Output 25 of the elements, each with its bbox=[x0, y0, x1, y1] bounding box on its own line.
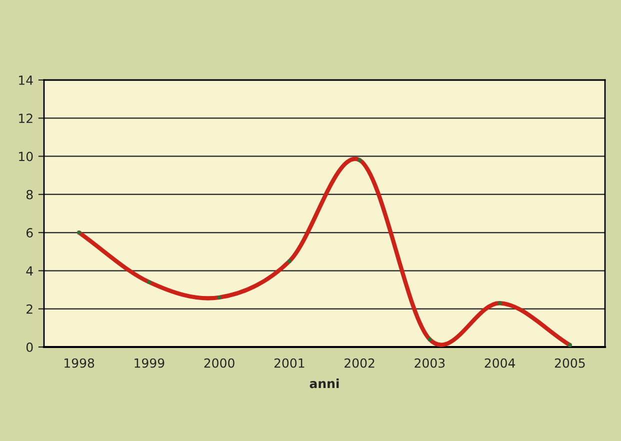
x-axis-title: anni bbox=[310, 378, 339, 388]
point bbox=[288, 259, 292, 263]
y-tick-label: 6 bbox=[26, 228, 33, 238]
point bbox=[77, 230, 81, 234]
point bbox=[498, 301, 502, 305]
y-tick-label: 4 bbox=[26, 266, 33, 276]
x-tick-label: 2003 bbox=[414, 358, 445, 368]
y-tick-label: 8 bbox=[26, 190, 33, 200]
point bbox=[147, 280, 151, 284]
x-tick-label: 1998 bbox=[64, 358, 94, 368]
y-tick-label: 14 bbox=[19, 76, 33, 85]
y-tick-label: 12 bbox=[19, 114, 32, 123]
point bbox=[428, 338, 432, 342]
x-tick-label: 2004 bbox=[484, 358, 516, 368]
x-tick-label: 1999 bbox=[134, 358, 164, 368]
x-tick-label: 2002 bbox=[344, 358, 374, 368]
x-tick-label: 2000 bbox=[204, 358, 234, 368]
y-tick-label: 2 bbox=[26, 304, 32, 314]
y-tick-label: 10 bbox=[19, 152, 33, 162]
point bbox=[218, 296, 222, 300]
y-tick-label: 0 bbox=[26, 342, 33, 352]
point bbox=[568, 343, 572, 347]
x-tick-label: 2001 bbox=[274, 358, 304, 368]
point bbox=[358, 158, 362, 162]
x-tick-label: 2005 bbox=[554, 358, 585, 368]
